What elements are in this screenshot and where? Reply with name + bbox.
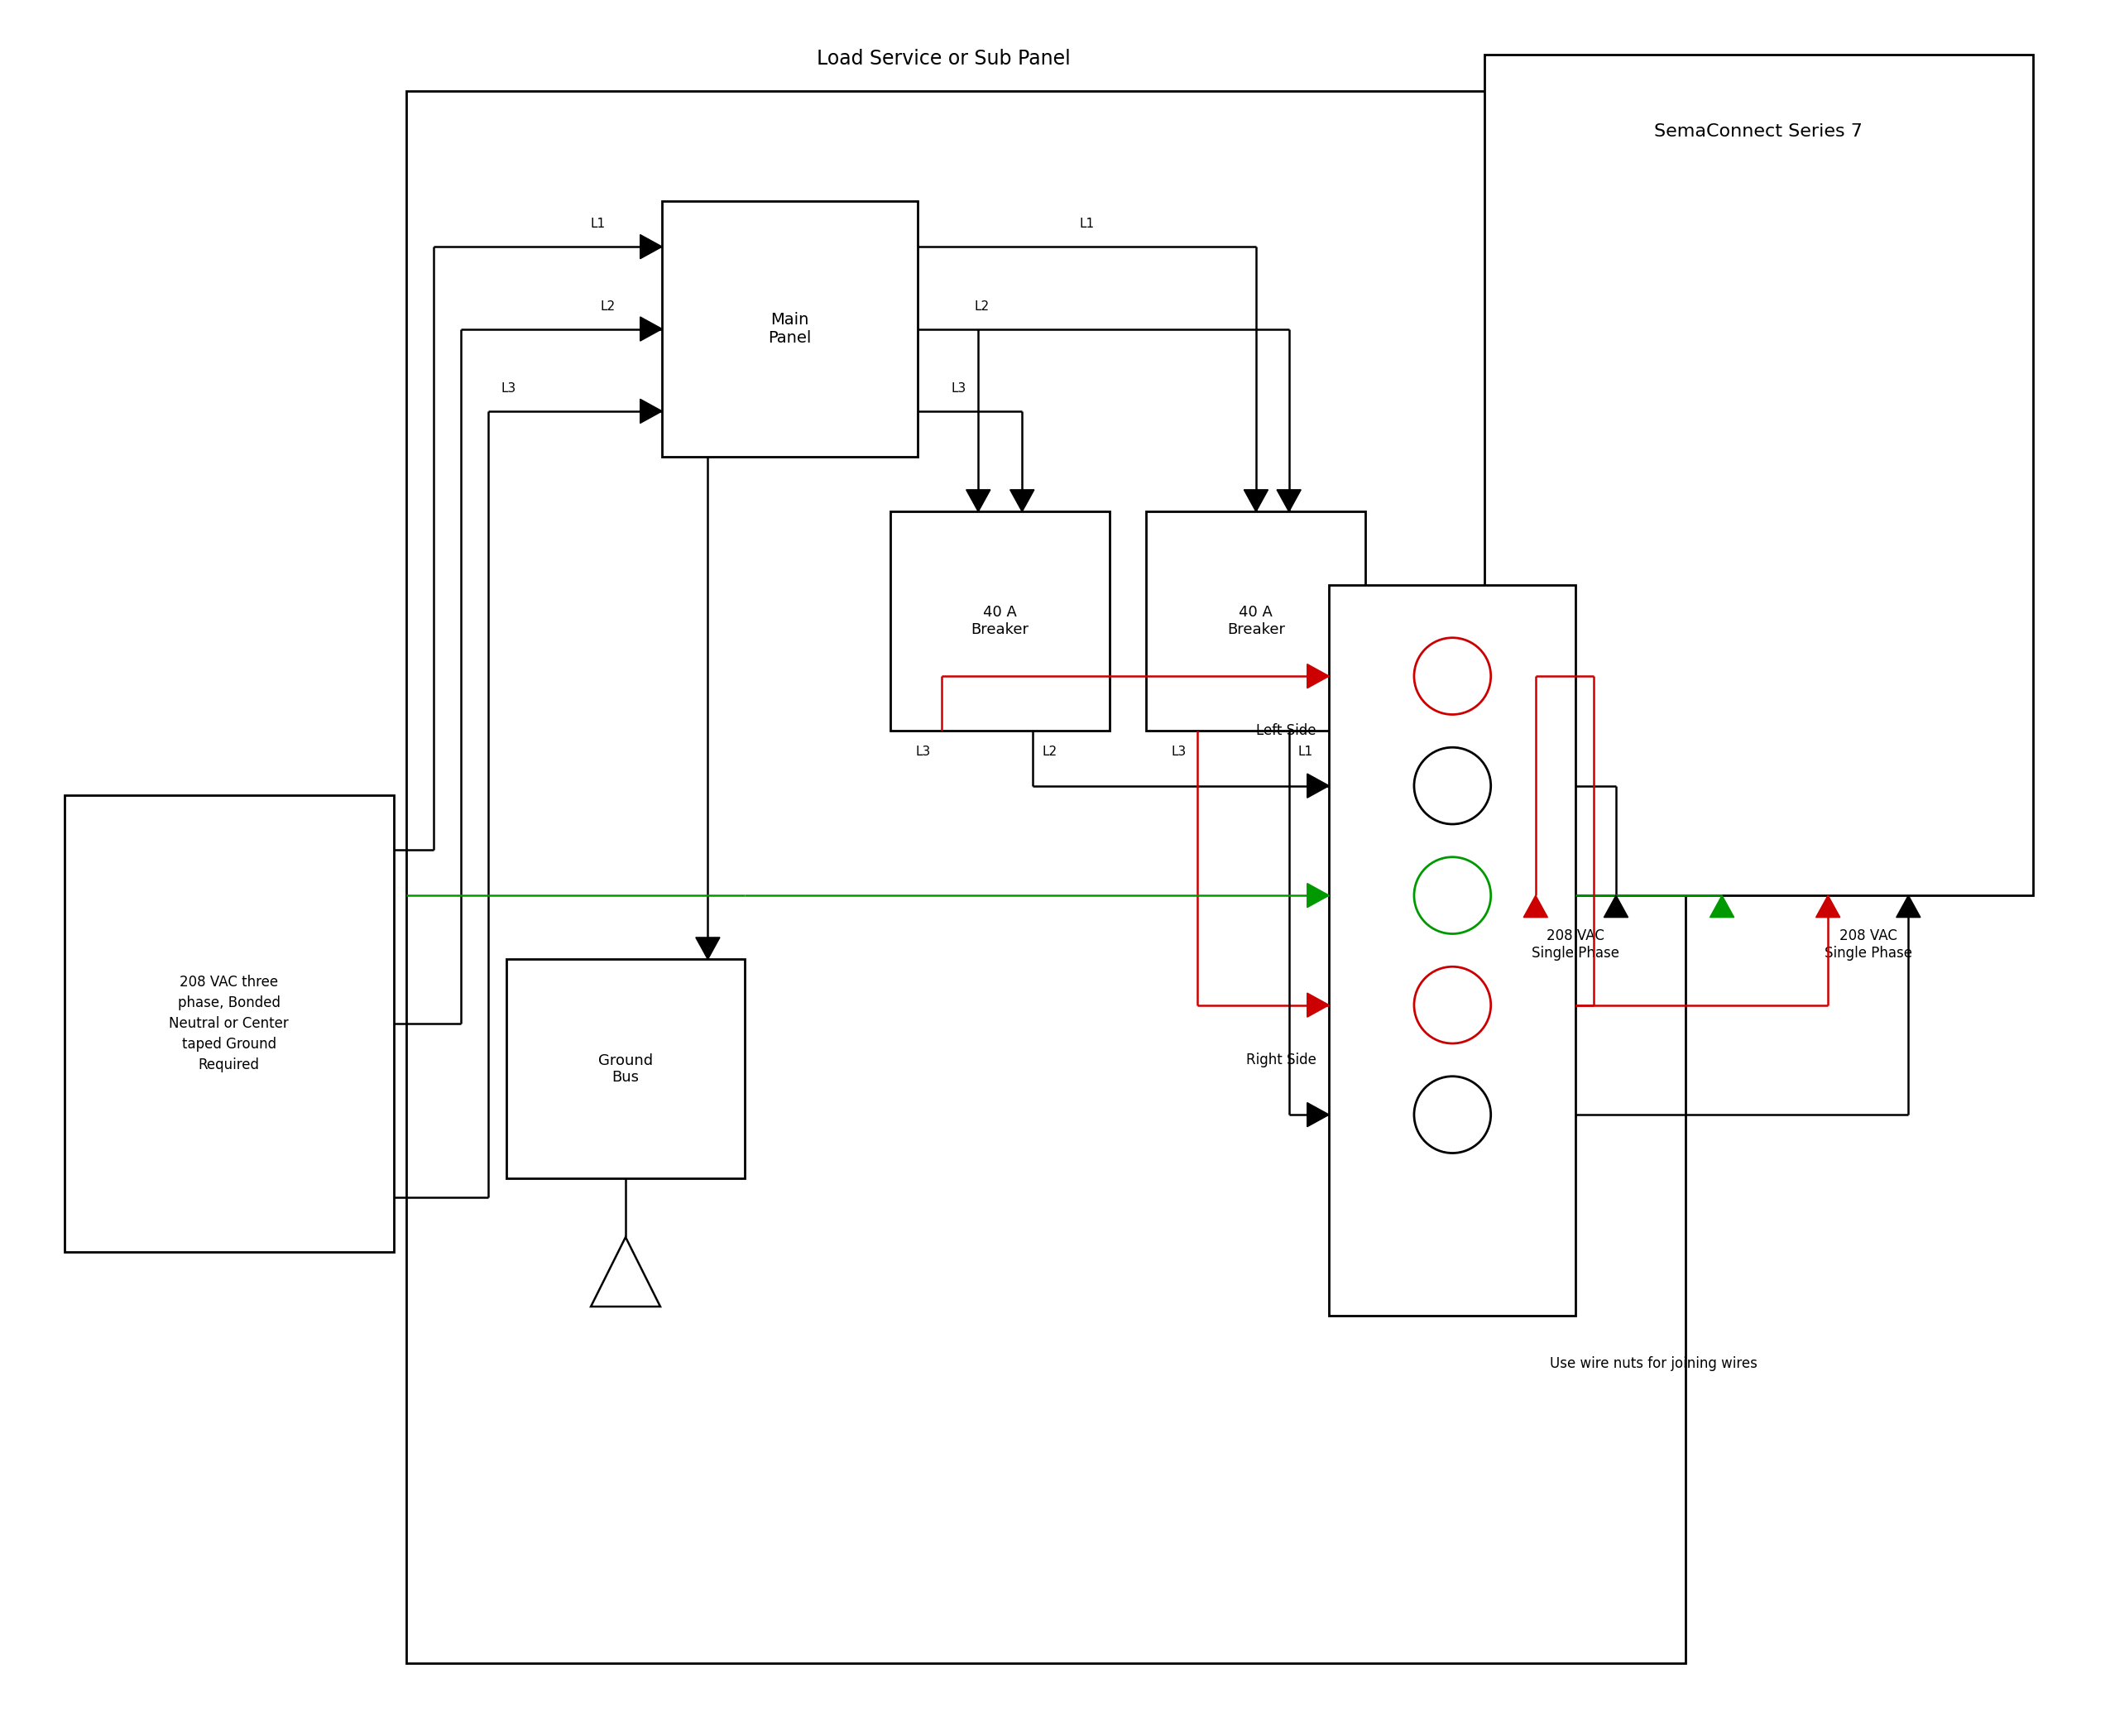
Text: L3: L3	[1171, 745, 1186, 759]
Text: 208 VAC
Single Phase: 208 VAC Single Phase	[1825, 929, 1912, 960]
Polygon shape	[1011, 490, 1034, 512]
Polygon shape	[639, 234, 663, 259]
Polygon shape	[696, 937, 720, 960]
Polygon shape	[1709, 896, 1734, 917]
Text: L2: L2	[975, 300, 990, 312]
Text: SemaConnect Series 7: SemaConnect Series 7	[1654, 123, 1863, 141]
Text: 208 VAC three
phase, Bonded
Neutral or Center
taped Ground
Required: 208 VAC three phase, Bonded Neutral or C…	[169, 974, 289, 1073]
Bar	[1329, 585, 1576, 1316]
Text: 208 VAC
Single Phase: 208 VAC Single Phase	[1532, 929, 1620, 960]
Text: Ground
Bus: Ground Bus	[599, 1054, 652, 1085]
Text: Right Side: Right Side	[1247, 1052, 1317, 1068]
Text: L2: L2	[599, 300, 616, 312]
Bar	[663, 201, 918, 457]
Bar	[1146, 512, 1365, 731]
Bar	[890, 512, 1110, 731]
Polygon shape	[1604, 896, 1629, 917]
Text: L1: L1	[591, 217, 606, 231]
Circle shape	[1414, 858, 1492, 934]
Polygon shape	[1245, 490, 1268, 512]
Polygon shape	[1308, 665, 1329, 687]
Text: L3: L3	[916, 745, 931, 759]
Polygon shape	[1277, 490, 1302, 512]
Polygon shape	[1817, 896, 1840, 917]
Text: Left Side: Left Side	[1255, 724, 1317, 738]
Text: L3: L3	[952, 382, 966, 394]
Text: Main
Panel: Main Panel	[768, 312, 812, 345]
Polygon shape	[1897, 896, 1920, 917]
Circle shape	[1414, 748, 1492, 825]
Polygon shape	[1308, 993, 1329, 1017]
Text: L3: L3	[502, 382, 517, 394]
Polygon shape	[966, 490, 990, 512]
Text: L1: L1	[1298, 745, 1312, 759]
Circle shape	[1414, 967, 1492, 1043]
Polygon shape	[1308, 1102, 1329, 1127]
Bar	[1485, 56, 2032, 896]
Text: 40 A
Breaker: 40 A Breaker	[971, 606, 1030, 637]
Polygon shape	[639, 318, 663, 340]
Polygon shape	[1308, 774, 1329, 799]
Text: 40 A
Breaker: 40 A Breaker	[1228, 606, 1285, 637]
Bar	[407, 92, 1686, 1663]
Text: L1: L1	[1080, 217, 1095, 231]
Text: Load Service or Sub Panel: Load Service or Sub Panel	[817, 49, 1070, 68]
Text: Use wire nuts for joining wires: Use wire nuts for joining wires	[1549, 1356, 1758, 1371]
Circle shape	[1414, 1076, 1492, 1153]
Polygon shape	[639, 399, 663, 424]
Circle shape	[1414, 637, 1492, 715]
Bar	[506, 960, 745, 1179]
Polygon shape	[1523, 896, 1547, 917]
Bar	[65, 795, 392, 1252]
Text: L2: L2	[1042, 745, 1057, 759]
Polygon shape	[1308, 884, 1329, 908]
